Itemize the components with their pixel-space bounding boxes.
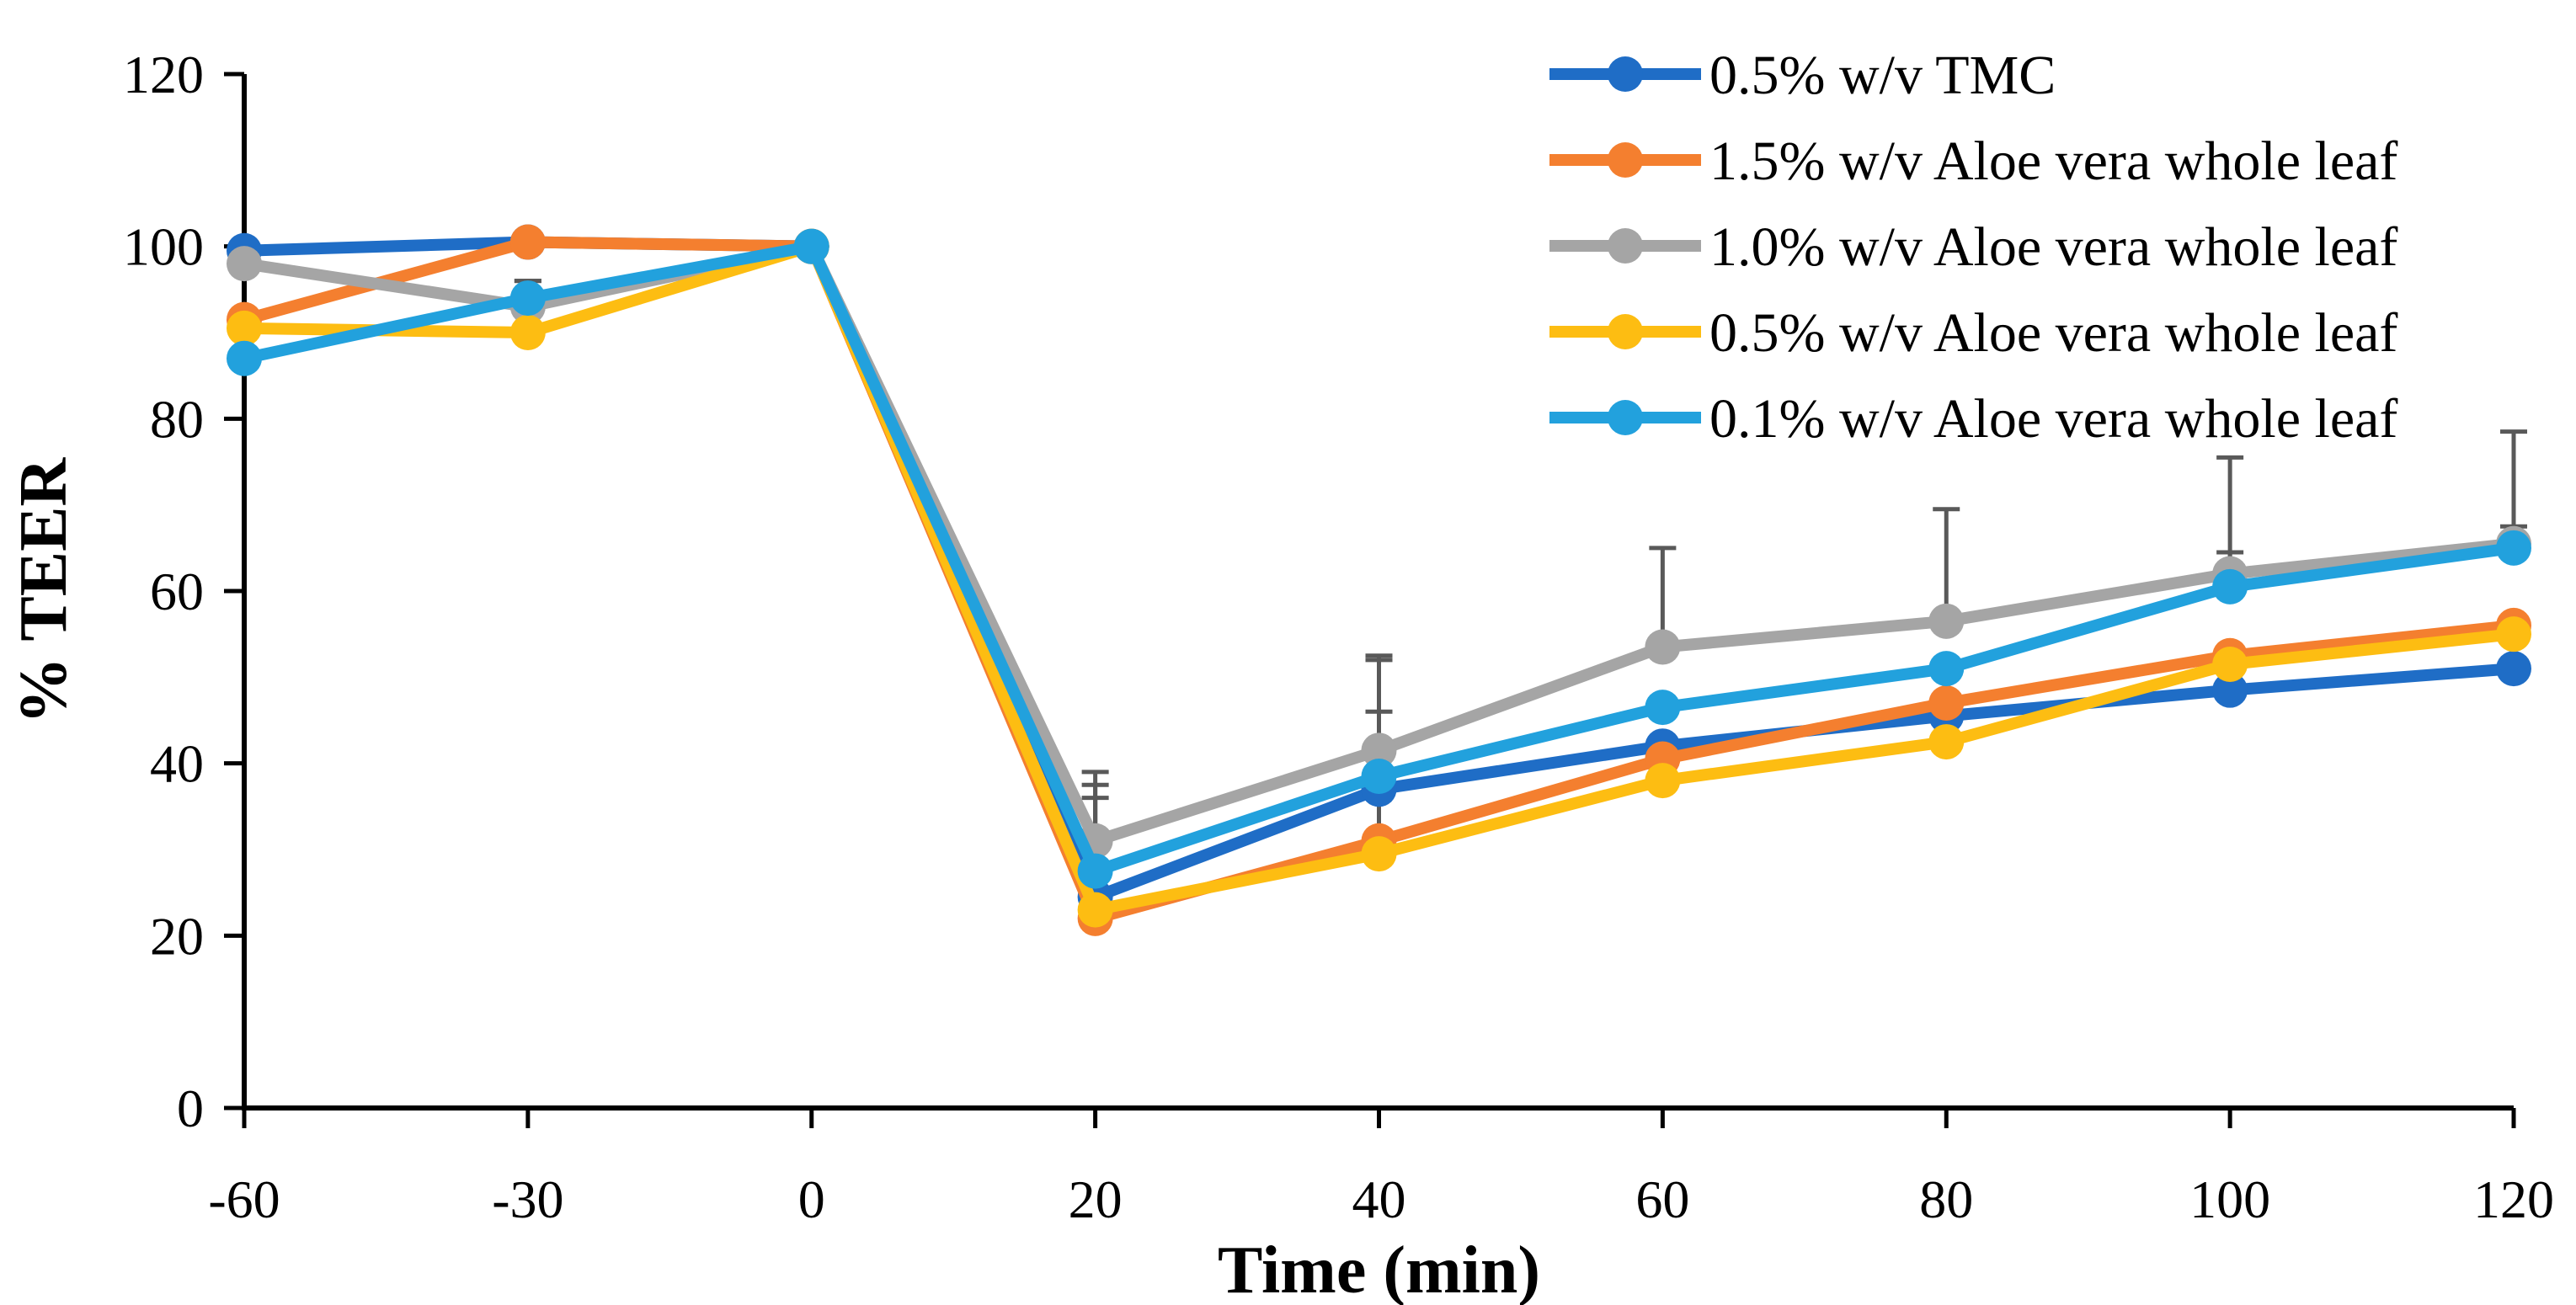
legend: 0.5% w/v TMC 1.5% w/v Aloe vera whole lea…: [1549, 45, 2397, 450]
legend-swatch-marker: [1608, 142, 1643, 178]
legend-label: 1.5% w/v Aloe vera whole leaf: [1709, 130, 2397, 192]
data-point: [1645, 690, 1681, 726]
legend-item: 1.5% w/v Aloe vera whole leaf: [1549, 130, 2397, 192]
data-point: [509, 315, 546, 350]
x-tick-label: 20: [1069, 1169, 1123, 1229]
legend-item: 0.1% w/v Aloe vera whole leaf: [1549, 388, 2397, 450]
data-point: [2496, 616, 2531, 652]
legend-item: 1.0% w/v Aloe vera whole leaf: [1549, 216, 2397, 278]
data-point: [227, 246, 262, 282]
data-point: [1361, 836, 1397, 872]
data-point: [1928, 724, 1965, 760]
legend-label: 0.5% w/v Aloe vera whole leaf: [1709, 302, 2397, 364]
series-5: [227, 228, 2531, 889]
y-tick-label: 80: [150, 389, 204, 449]
x-axis-title: Time (min): [1218, 1233, 1540, 1305]
legend-swatch-marker: [1608, 314, 1643, 349]
data-point: [509, 280, 546, 317]
data-point: [227, 340, 262, 376]
legend-swatch-marker: [1608, 400, 1643, 435]
x-tick-label: -60: [208, 1169, 280, 1229]
legend-swatch-marker: [1608, 228, 1643, 264]
data-point: [1928, 685, 1965, 722]
tick-labels: 0 20 40 60 80 100 120 -60 -30 0 20 40 60 80 100 120: [123, 45, 2554, 1229]
y-tick-label: 0: [177, 1079, 204, 1138]
data-point: [1645, 629, 1681, 665]
data-point: [1361, 732, 1397, 769]
data-point: [2496, 530, 2531, 566]
x-tick-label: 40: [1352, 1169, 1406, 1229]
y-tick-label: 60: [150, 562, 204, 621]
y-axis-title: % TEER: [7, 457, 81, 725]
x-tick-label: -30: [492, 1169, 563, 1229]
x-tick-label: 100: [2189, 1169, 2270, 1229]
data-point: [1928, 603, 1965, 639]
data-point: [1361, 759, 1397, 795]
data-point: [1077, 892, 1113, 928]
y-tick-label: 100: [123, 217, 204, 277]
legend-label: 0.1% w/v Aloe vera whole leaf: [1709, 388, 2397, 450]
data-point: [227, 310, 262, 346]
y-tick-label: 120: [123, 45, 204, 104]
data-point: [509, 224, 546, 260]
data-point: [1077, 853, 1113, 889]
data-point: [2496, 651, 2531, 687]
data-point: [2212, 646, 2248, 682]
legend-item: 0.5% w/v Aloe vera whole leaf: [1549, 302, 2397, 364]
x-tick-label: 0: [798, 1169, 825, 1229]
axes: [224, 72, 2516, 1128]
data-point: [1645, 763, 1681, 799]
legend-label: 1.0% w/v Aloe vera whole leaf: [1709, 216, 2397, 278]
series-4: [227, 228, 2531, 928]
legend-item: 0.5% w/v TMC: [1549, 45, 2056, 106]
series-layer: [227, 224, 2531, 936]
legend-label: 0.5% w/v TMC: [1709, 45, 2056, 106]
legend-swatch-marker: [1608, 56, 1643, 92]
data-point: [2212, 568, 2248, 605]
data-point: [793, 228, 829, 264]
y-tick-label: 20: [150, 906, 204, 966]
y-tick-label: 40: [150, 734, 204, 794]
x-tick-label: 120: [2473, 1169, 2554, 1229]
x-tick-label: 80: [1919, 1169, 1973, 1229]
x-tick-label: 60: [1635, 1169, 1689, 1229]
data-point: [2212, 672, 2248, 708]
data-point: [1928, 651, 1965, 687]
